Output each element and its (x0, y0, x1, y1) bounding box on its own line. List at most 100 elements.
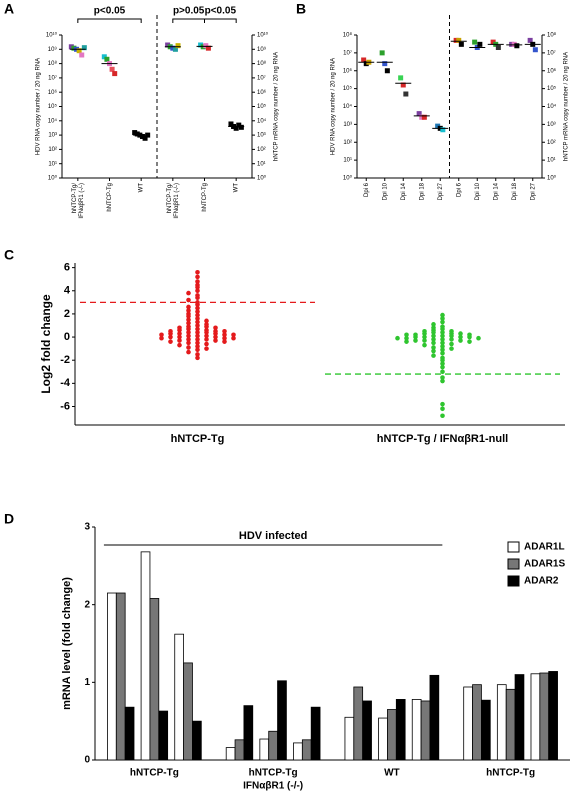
significance-bracket (77, 18, 142, 23)
data-point (213, 338, 218, 343)
data-point (195, 309, 200, 314)
y2-tick-label: 10⁸ (257, 60, 267, 67)
data-point (449, 346, 454, 351)
data-point (195, 330, 200, 335)
x-tick-label: Dpi 10 (382, 182, 388, 200)
group-label: hNTCP-Tg (486, 768, 535, 779)
data-point (186, 349, 191, 355)
significance-label: p<0.05 (94, 6, 126, 17)
y-tick-label: 10² (48, 147, 57, 153)
y2-tick-label: 10⁷ (547, 49, 556, 56)
data-point (177, 331, 182, 336)
data-point (431, 348, 436, 354)
x-tick-label: Dpi 27 (530, 182, 536, 200)
data-point (109, 66, 115, 72)
y-axis-label: HDV RNA copy number / 20 ng RNA (36, 58, 42, 155)
data-point (204, 324, 209, 329)
data-point (422, 338, 427, 343)
x-tick-label: WT (234, 183, 240, 193)
data-point (379, 50, 385, 56)
significance-bracket (204, 18, 237, 23)
y-tick-label: 10⁴ (343, 103, 353, 110)
bar (420, 700, 431, 761)
data-point (204, 318, 209, 324)
bar (234, 739, 245, 761)
data-point (139, 133, 145, 139)
bar (277, 680, 287, 761)
data-point (177, 334, 182, 340)
data-point (453, 37, 459, 43)
data-point (222, 332, 227, 338)
data-point (472, 39, 478, 45)
bar (158, 710, 169, 761)
y-tick-label: 10⁵ (343, 85, 353, 92)
data-point (204, 346, 209, 351)
y-tick-label: 10² (343, 140, 352, 146)
data-point (511, 41, 517, 47)
panel-label: A (4, 1, 14, 17)
bar (514, 674, 525, 761)
bar (301, 739, 312, 761)
y2-tick-label: 10⁶ (547, 67, 557, 74)
y-tick-label: 10³ (343, 122, 352, 128)
data-point (203, 43, 209, 49)
data-point (213, 334, 218, 340)
bar (115, 592, 126, 761)
y-tick-label: 10⁰ (48, 175, 58, 182)
y-tick-label: 4 (64, 285, 71, 297)
data-point (440, 337, 445, 342)
x-tick-label: hNTCP-Tg (171, 433, 225, 445)
y-tick-label: 10⁶ (343, 67, 353, 74)
data-point (101, 54, 107, 60)
bar (472, 684, 482, 761)
y-tick-label: 10⁶ (48, 89, 58, 96)
data-point (495, 44, 501, 50)
data-point (186, 345, 191, 350)
data-point (440, 326, 445, 332)
data-point (440, 330, 445, 335)
legend-label: ADAR1L (524, 542, 565, 553)
x-tick-label: Dpi 6 (364, 182, 370, 197)
y-tick-label: 10⁸ (343, 32, 353, 39)
data-point (440, 312, 445, 318)
bar (463, 686, 473, 761)
y2-tick-label: 10⁹ (257, 46, 267, 53)
data-point (142, 135, 148, 141)
data-point (165, 42, 171, 48)
data-point (395, 335, 400, 341)
bar (362, 700, 372, 761)
x-tick-label: hNTCP-Tg/ (72, 183, 78, 214)
y-tick-label: 10¹ (343, 158, 352, 164)
data-point (175, 43, 181, 49)
data-point (509, 41, 515, 47)
data-point (363, 61, 369, 67)
data-point (186, 304, 191, 310)
data-point (71, 45, 77, 51)
data-point (177, 338, 182, 343)
bar (344, 716, 355, 761)
data-point (172, 46, 178, 52)
y-tick-label: 10⁹ (48, 46, 58, 53)
y2-tick-label: 10⁷ (257, 74, 266, 81)
y-tick-label: 1 (84, 677, 90, 688)
data-point (404, 332, 409, 338)
data-point (195, 333, 200, 339)
bar (293, 742, 303, 761)
data-point (132, 130, 138, 136)
bar (387, 709, 397, 761)
data-point (195, 323, 200, 328)
data-point (440, 375, 445, 380)
data-point (440, 364, 445, 370)
data-point (440, 316, 445, 321)
data-point (458, 338, 463, 343)
data-point (440, 406, 445, 412)
panel-label: D (4, 511, 14, 527)
y-tick-label: -6 (60, 400, 70, 412)
data-point (134, 131, 140, 137)
data-point (231, 335, 236, 341)
data-point (195, 274, 200, 280)
data-point (76, 48, 82, 54)
data-point (177, 342, 182, 348)
legend-label: ADAR2 (524, 576, 559, 587)
